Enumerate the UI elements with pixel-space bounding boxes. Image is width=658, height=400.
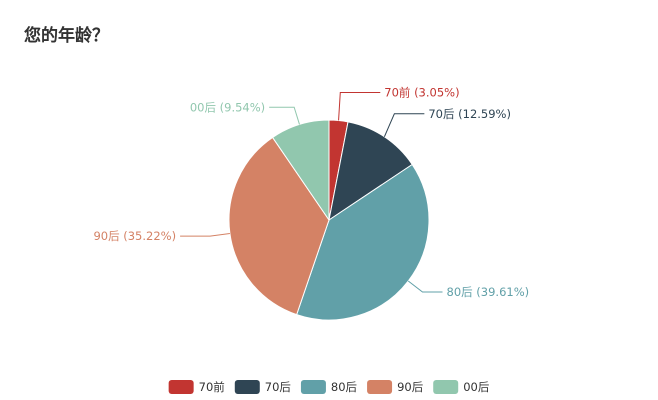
legend-item-2[interactable]: 80后 [300,380,357,394]
legend[interactable]: 70前 70后 80后 90后 00后 [168,380,490,394]
slice-label-1: 70后 (12.59%) [428,107,511,121]
legend-item-3[interactable]: 90后 [367,380,423,394]
legend-label-3: 90后 [397,380,423,394]
legend-item-1[interactable]: 70后 [234,380,291,394]
slice-label-3: 90后 (35.22%) [93,229,176,243]
pie-slices [228,119,430,321]
chart-title: 您的年龄？ [24,26,109,46]
leader-line-0 [338,92,381,121]
legend-swatch-2 [300,380,326,394]
slice-label-2: 80后 (39.61%) [447,285,530,299]
legend-label-0: 70前 [199,380,225,394]
slice-labels: 70前 (3.05%) 70后 (12.59%) 80后 (39.61%) 90后 (… [93,86,529,299]
legend-label-4: 00后 [463,380,489,394]
leader-line-4 [269,106,300,125]
legend-item-4[interactable]: 00后 [433,380,489,394]
legend-label-2: 80后 [331,380,357,394]
leader-line-3 [180,232,230,237]
legend-swatch-0 [168,380,194,394]
leader-line-1 [383,113,425,137]
legend-swatch-3 [367,380,393,394]
legend-label-1: 70后 [265,380,291,394]
legend-swatch-1 [234,380,260,394]
slice-label-4: 00后 (9.54%) [190,100,265,114]
pie-slice-3[interactable] [228,136,330,316]
slice-label-0: 70前 (3.05%) [384,86,459,100]
legend-swatch-4 [433,380,459,394]
legend-item-0[interactable]: 70前 [168,380,225,394]
leader-line-2 [407,280,443,293]
